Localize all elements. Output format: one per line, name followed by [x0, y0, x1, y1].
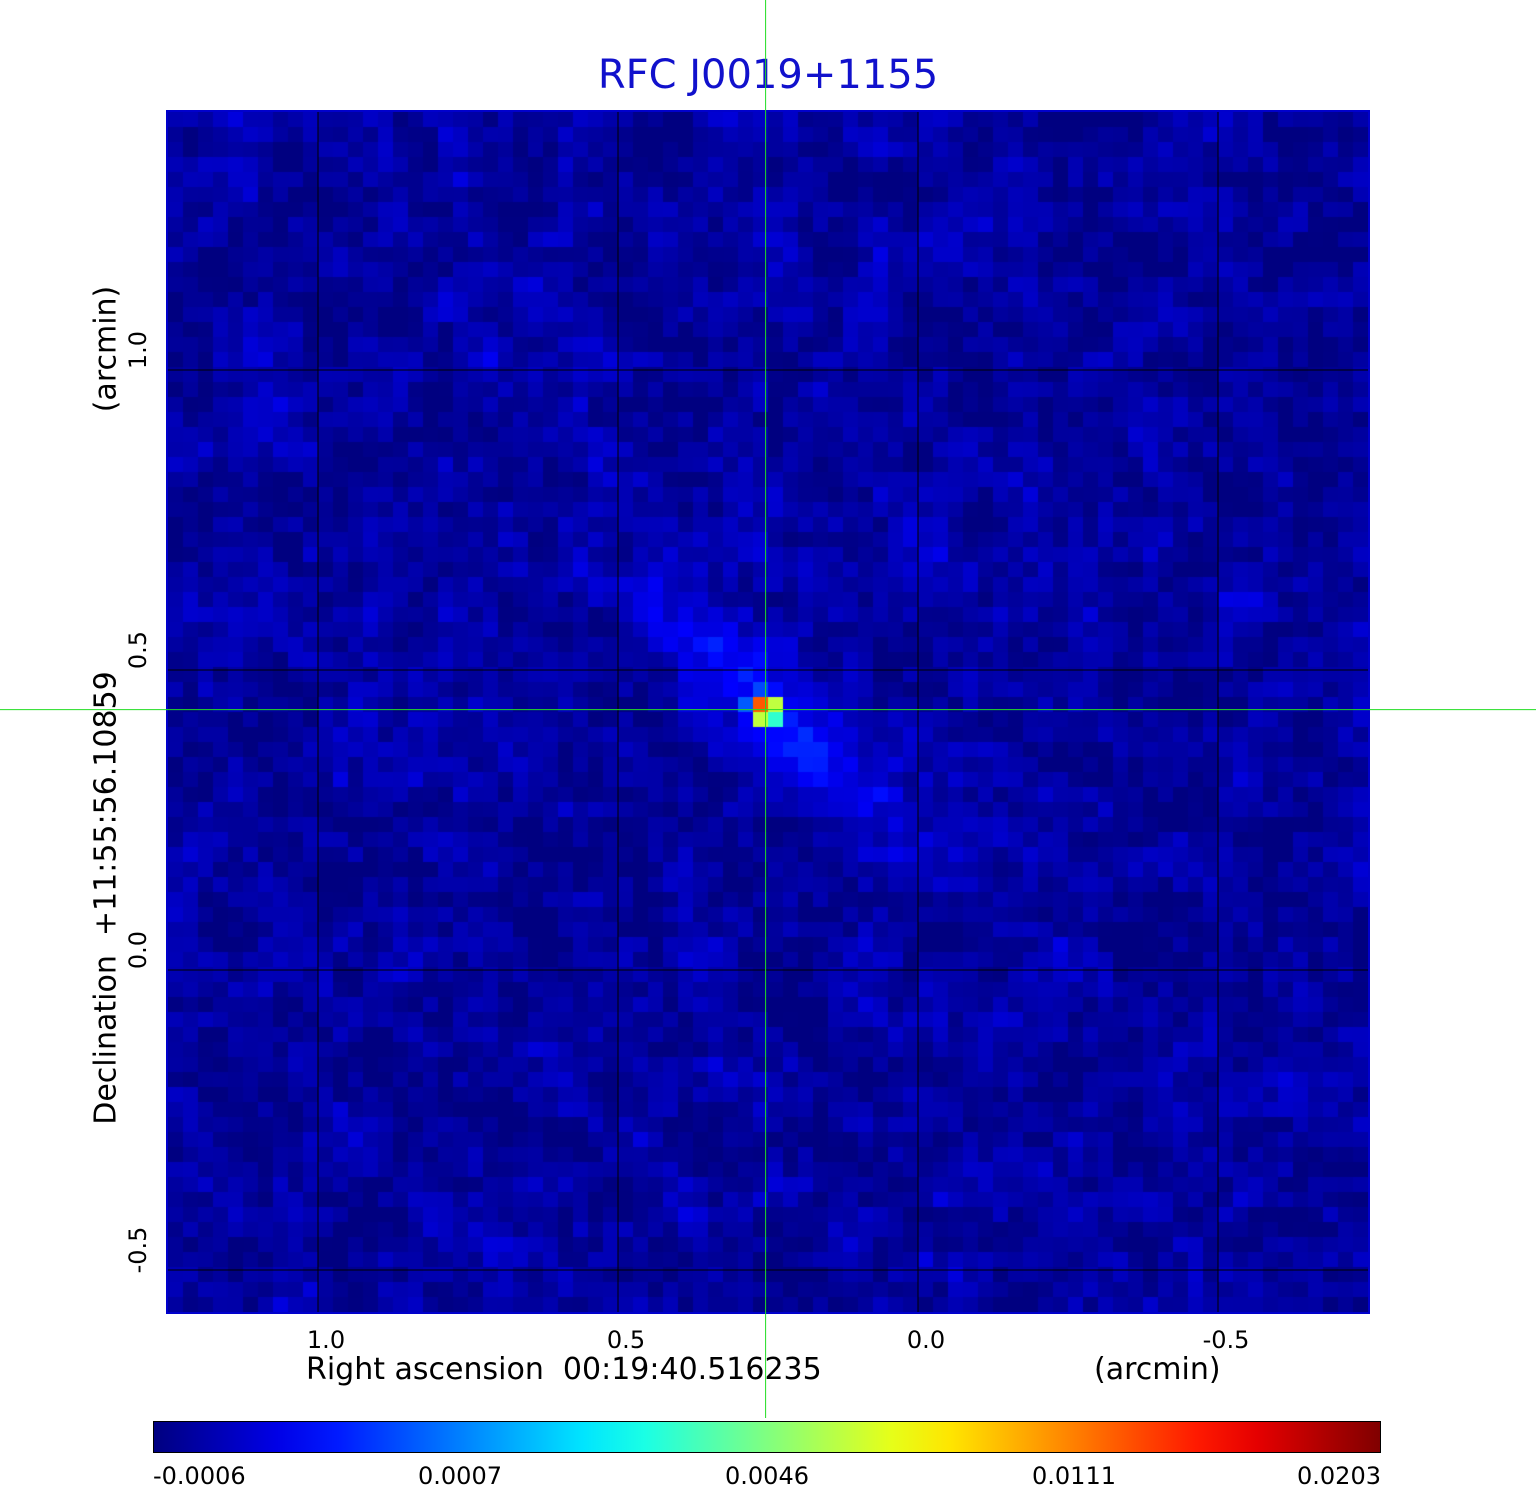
y-axis-label: Declination +11:55:56.10859	[88, 671, 124, 1125]
y-axis-unit: (arcmin)	[88, 285, 124, 413]
x-tick-label: 1.0	[306, 1326, 346, 1354]
colorbar-tick-label: -0.0006	[153, 1462, 246, 1490]
x-axis-label: Right ascension 00:19:40.516235	[306, 1352, 822, 1387]
colorbar-tick-label: 0.0111	[1032, 1462, 1116, 1490]
colorbar-tick-label: 0.0203	[1297, 1462, 1381, 1490]
y-tick-label: 0.0	[124, 930, 152, 970]
image-panel	[166, 110, 1370, 1314]
x-tick-label: 0.0	[906, 1326, 946, 1354]
chart-title: RFC J0019+1155	[597, 52, 939, 98]
colorbar-tick-label: 0.0046	[725, 1462, 809, 1490]
colorbar-tick-label: 0.0007	[418, 1462, 502, 1490]
y-tick-label: 0.5	[124, 630, 152, 670]
x-tick-label: -0.5	[1202, 1326, 1250, 1354]
x-axis-unit: (arcmin)	[1094, 1352, 1221, 1387]
y-tick-label: 1.0	[124, 330, 152, 370]
x-tick-label: 0.5	[606, 1326, 646, 1354]
y-tick-label: -0.5	[124, 1226, 152, 1274]
intensity-map	[168, 112, 1368, 1312]
colorbar	[153, 1421, 1381, 1453]
